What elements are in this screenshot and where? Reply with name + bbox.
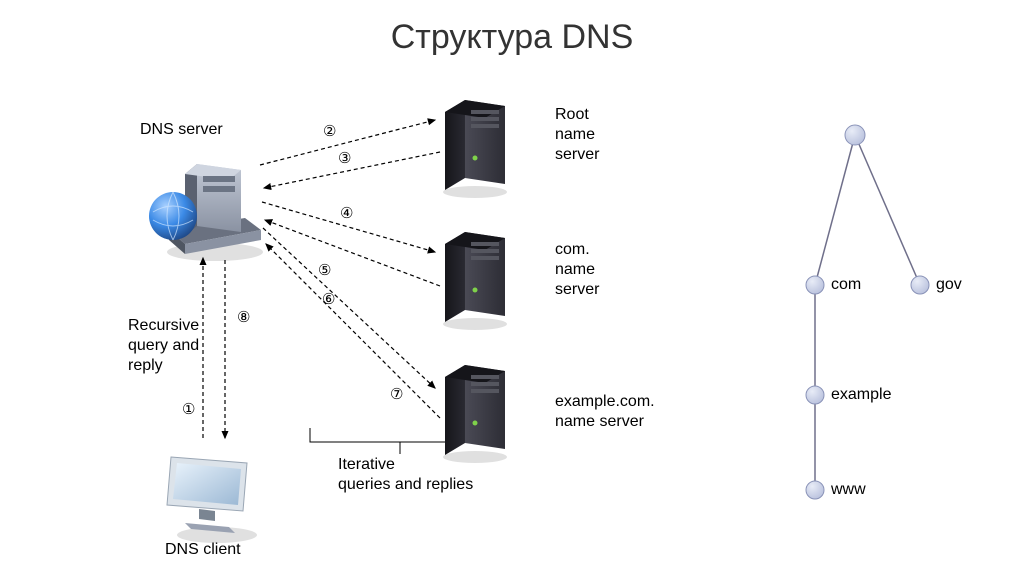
label-com: com. name server [555,240,599,300]
tree-label-www: www [831,480,866,500]
tree-label-example: example [831,385,891,405]
label-dns-server: DNS server [140,120,223,140]
label-iterative: Iterative queries and replies [338,455,473,495]
num-8: ⑧ [237,308,250,326]
num-1: ① [182,400,195,418]
num-3: ③ [338,149,351,167]
num-7: ⑦ [390,385,403,403]
num-5: ⑤ [318,261,331,279]
label-example: example.com. name server [555,392,655,432]
label-recursive: Recursive query and reply [128,316,199,376]
num-2: ② [323,122,336,140]
diagram-canvas [0,0,1024,574]
label-root: Root name server [555,105,599,165]
tree-label-com: com [831,275,861,295]
num-4: ④ [340,204,353,222]
num-6: ⑥ [322,290,335,308]
tree-label-gov: gov [936,275,962,295]
label-client: DNS client [165,540,241,560]
